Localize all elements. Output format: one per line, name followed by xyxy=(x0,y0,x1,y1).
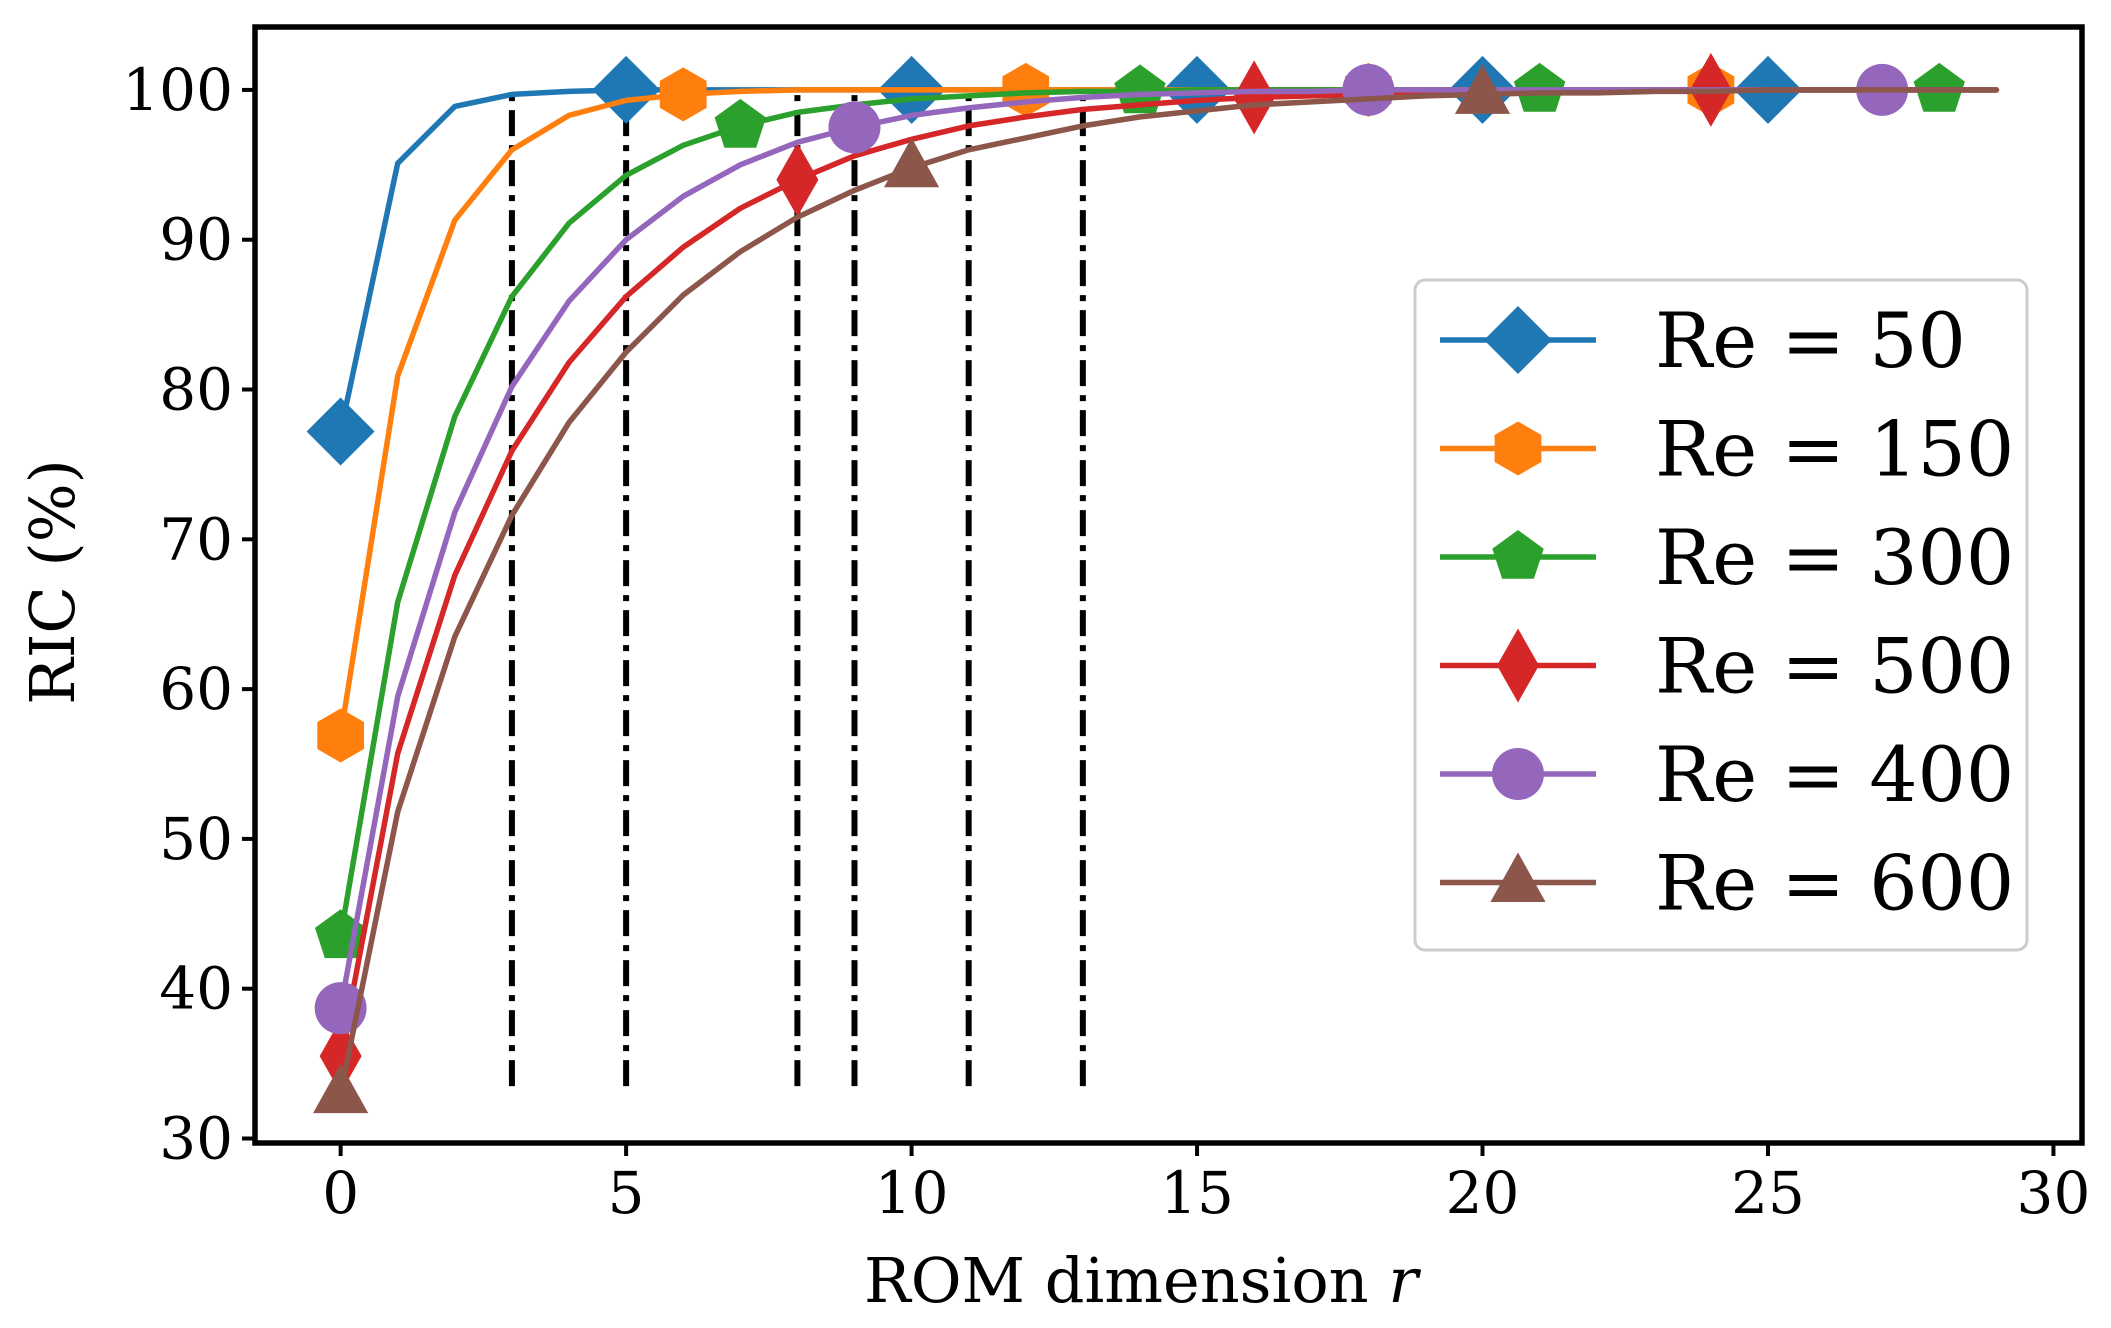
data-point xyxy=(776,142,819,217)
x-axis-label-var: r xyxy=(1388,1244,1421,1317)
y-tick-label: 70 xyxy=(159,505,233,573)
legend-marker xyxy=(1484,306,1552,374)
series-line xyxy=(337,87,2000,1097)
legend-entry: Re = 150 xyxy=(1440,405,2014,494)
y-tick-label: 40 xyxy=(159,955,233,1023)
y-tick-label: 90 xyxy=(159,206,233,274)
data-point xyxy=(883,137,940,188)
x-tick-label: 0 xyxy=(322,1159,359,1227)
series-lines xyxy=(306,52,2000,1114)
x-tick-label: 20 xyxy=(1446,1159,1520,1227)
legend-label: Re = 300 xyxy=(1655,513,2014,602)
x-tick-label: 15 xyxy=(1160,1159,1234,1227)
legend-entry: Re = 500 xyxy=(1440,622,2014,711)
legend-entry: Re = 300 xyxy=(1440,513,2014,602)
y-tick-label: 80 xyxy=(159,356,233,424)
data-point xyxy=(1342,63,1395,116)
y-tick-label: 30 xyxy=(159,1105,233,1173)
y-axis-label: RIC (%) xyxy=(16,459,89,705)
legend-marker xyxy=(1497,628,1539,703)
data-point xyxy=(1454,64,1511,114)
x-axis-label-text: ROM dimension xyxy=(864,1244,1369,1317)
legend-marker xyxy=(1492,748,1544,800)
data-point xyxy=(317,708,364,763)
x-axis-label: ROM dimension r xyxy=(864,1244,1421,1317)
axes: 0 5 10 15 20 25 30 30 40 50 60 70 80 90 100 xyxy=(122,24,2091,1227)
data-point xyxy=(714,98,766,148)
legend-entry: Re = 50 xyxy=(1440,296,1966,385)
data-point xyxy=(313,1063,369,1114)
x-tick-label: 10 xyxy=(875,1159,949,1227)
legend-label: Re = 500 xyxy=(1655,622,2014,711)
plot-frame xyxy=(252,24,2085,1146)
data-point xyxy=(306,397,375,466)
y-tick-label: 100 xyxy=(122,56,233,124)
data-point xyxy=(659,67,707,122)
data-point xyxy=(828,101,881,154)
legend: Re = 50 Re = 150 Re = 300 Re = 500 Re = 400 R… xyxy=(1413,278,2029,952)
data-point xyxy=(1233,60,1276,135)
legend-entry: Re = 400 xyxy=(1440,730,2014,819)
legend-marker xyxy=(1490,852,1546,902)
legend-marker xyxy=(1494,421,1542,476)
legend-label: Re = 150 xyxy=(1655,405,2014,494)
legend-entry: Re = 600 xyxy=(1440,839,2014,928)
y-tick-label: 60 xyxy=(159,655,233,723)
data-point xyxy=(1114,64,1166,114)
x-tick-label: 30 xyxy=(2017,1159,2091,1227)
x-tick-label: 25 xyxy=(1731,1159,1805,1227)
y-tick-label: 50 xyxy=(159,805,233,873)
series-6 xyxy=(313,64,2000,1114)
legend-label: Re = 50 xyxy=(1655,296,1966,385)
legend-marker xyxy=(1492,530,1544,579)
legend-label: Re = 400 xyxy=(1655,730,2014,819)
legend-label: Re = 600 xyxy=(1655,839,2014,928)
series-5 xyxy=(314,63,2000,1035)
x-tick-label: 5 xyxy=(608,1159,645,1227)
threshold-lines xyxy=(508,89,1086,1087)
